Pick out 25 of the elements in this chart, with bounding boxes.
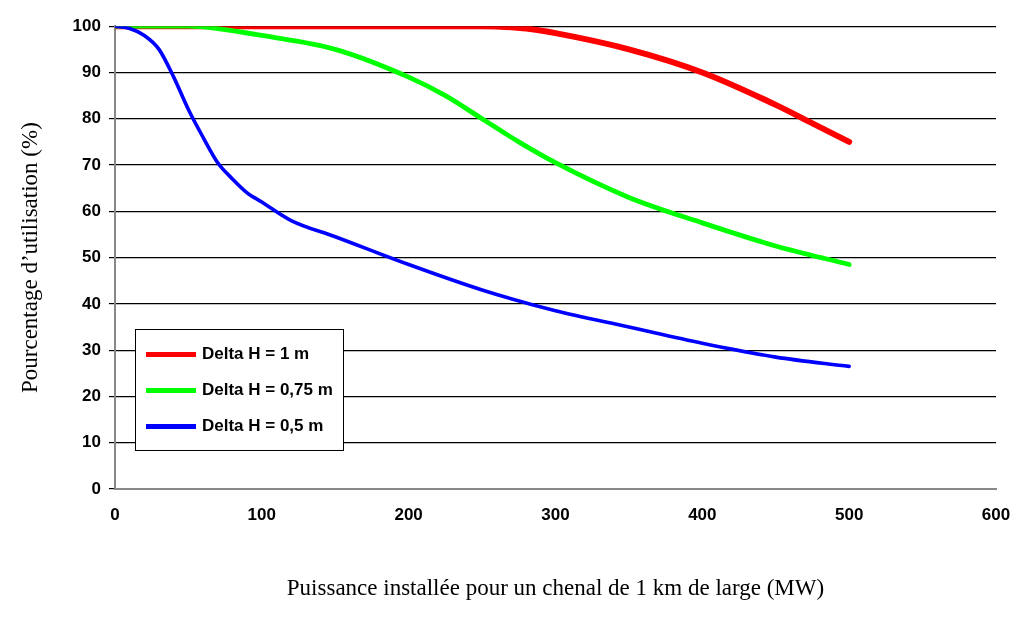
line-series [114, 26, 851, 369]
y-tick-label: 10 [82, 432, 101, 452]
x-tick-label: 100 [247, 504, 276, 524]
y-tick-label: 80 [82, 108, 101, 128]
x-tick-label: 0 [110, 504, 120, 524]
y-tick-label: 40 [82, 293, 101, 313]
y-tick-label: 60 [82, 201, 101, 221]
x-tick-label: 500 [834, 504, 864, 524]
legend-label: Delta H = 0,75 m [201, 380, 333, 400]
y-tick-label: 70 [82, 154, 101, 174]
y-tick-label: 90 [82, 62, 101, 82]
x-tick-label: 400 [688, 504, 717, 524]
x-axis-title: Puissance installée pour un chenal de 1 km de large (MW) [286, 575, 825, 601]
x-tick-label: 300 [541, 504, 570, 524]
y-axis-title: Pourcentage d’utilisation (%) [16, 122, 42, 394]
line-series [114, 26, 852, 267]
y-tick-label: 100 [72, 15, 101, 35]
legend-label: Delta H = 1 m [201, 344, 310, 364]
x-tick-label: 200 [394, 504, 423, 524]
y-tick-label: 50 [82, 247, 101, 267]
legend-label: Delta H = 0,5 m [201, 416, 324, 436]
y-tick-label: 0 [91, 478, 101, 498]
x-tick-label: 600 [981, 504, 1011, 524]
y-tick-label: 30 [82, 339, 101, 359]
y-tick-label: 20 [82, 386, 101, 406]
